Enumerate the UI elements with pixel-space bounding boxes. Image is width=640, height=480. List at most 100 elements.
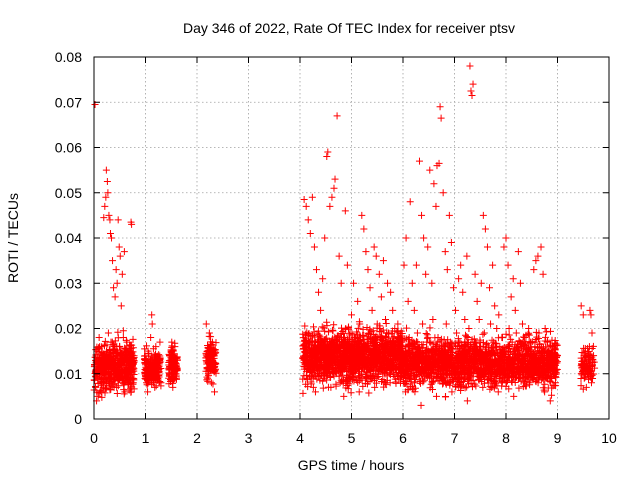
data-point xyxy=(112,362,120,370)
data-point xyxy=(389,306,397,314)
data-point xyxy=(300,196,308,204)
data-point xyxy=(379,257,387,265)
data-point xyxy=(382,319,390,327)
data-point xyxy=(349,338,357,346)
data-point xyxy=(96,355,104,363)
data-point xyxy=(321,327,329,335)
data-point xyxy=(389,370,397,378)
data-point xyxy=(375,270,383,278)
data-point xyxy=(588,329,596,337)
data-point xyxy=(430,180,438,188)
x-tick-label: 8 xyxy=(502,430,510,446)
data-point xyxy=(127,388,135,396)
data-point xyxy=(299,389,307,397)
x-tick-label: 0 xyxy=(90,430,98,446)
data-point xyxy=(439,189,447,197)
data-point xyxy=(120,248,128,256)
data-point xyxy=(510,392,518,400)
data-point xyxy=(301,336,309,344)
data-point xyxy=(102,166,110,174)
data-point xyxy=(328,326,336,334)
y-tick-label: 0.07 xyxy=(55,94,82,110)
data-point xyxy=(106,229,114,237)
data-point xyxy=(332,336,340,344)
data-point xyxy=(343,261,351,269)
data-point xyxy=(412,261,420,269)
data-point xyxy=(363,374,371,382)
data-point xyxy=(96,371,104,379)
data-point xyxy=(422,270,430,278)
data-point xyxy=(483,243,491,251)
data-point xyxy=(337,279,345,287)
data-point xyxy=(336,360,344,368)
data-point xyxy=(326,202,334,210)
data-point xyxy=(104,329,112,337)
data-point xyxy=(403,324,411,332)
data-point xyxy=(422,329,430,337)
x-tick-label: 3 xyxy=(245,430,253,446)
data-point xyxy=(127,348,135,356)
data-point xyxy=(341,207,349,215)
data-point xyxy=(130,376,138,384)
data-point xyxy=(360,332,368,340)
data-point xyxy=(463,252,471,260)
data-point xyxy=(502,234,510,242)
data-point xyxy=(329,327,337,335)
data-point xyxy=(103,177,111,185)
data-point xyxy=(415,157,423,165)
data-point xyxy=(365,345,373,353)
data-point xyxy=(104,375,112,383)
data-point xyxy=(387,365,395,373)
data-point xyxy=(546,397,554,405)
data-point xyxy=(301,322,309,330)
data-point xyxy=(203,373,211,381)
data-point xyxy=(442,320,450,328)
data-point xyxy=(429,315,437,323)
data-point xyxy=(205,329,213,337)
data-point xyxy=(112,266,120,274)
data-point xyxy=(486,284,494,292)
data-point xyxy=(391,375,399,383)
data-point xyxy=(152,350,160,358)
data-point xyxy=(316,376,324,384)
data-point xyxy=(441,248,449,256)
data-point xyxy=(370,330,378,338)
data-point xyxy=(495,311,503,319)
y-tick-label: 0.05 xyxy=(55,185,82,201)
data-point xyxy=(370,339,378,347)
data-point xyxy=(342,355,350,363)
data-point xyxy=(466,62,474,70)
data-point xyxy=(342,324,350,332)
data-point xyxy=(117,302,125,310)
data-point xyxy=(156,338,164,346)
data-point xyxy=(443,266,451,274)
data-point xyxy=(108,234,116,242)
data-point xyxy=(518,320,526,328)
data-point xyxy=(113,369,121,377)
data-point xyxy=(493,325,501,332)
data-point xyxy=(380,383,388,391)
data-point xyxy=(344,385,352,393)
data-point xyxy=(331,175,339,183)
data-point xyxy=(467,87,475,95)
data-point xyxy=(455,275,463,283)
data-point xyxy=(372,359,380,367)
data-point xyxy=(426,324,434,332)
scatter-points xyxy=(90,62,599,409)
data-point xyxy=(148,311,156,319)
data-point xyxy=(376,324,384,332)
data-point xyxy=(95,344,103,352)
data-point xyxy=(479,211,487,219)
data-point xyxy=(397,330,405,338)
data-point xyxy=(384,279,392,287)
data-point xyxy=(329,335,337,343)
data-point xyxy=(347,365,355,373)
data-point xyxy=(211,346,219,354)
data-point xyxy=(505,331,513,339)
data-point xyxy=(348,311,355,319)
data-point xyxy=(471,270,479,278)
data-point xyxy=(93,366,101,374)
data-point xyxy=(384,364,392,372)
data-point xyxy=(406,198,414,206)
data-point xyxy=(305,330,313,338)
